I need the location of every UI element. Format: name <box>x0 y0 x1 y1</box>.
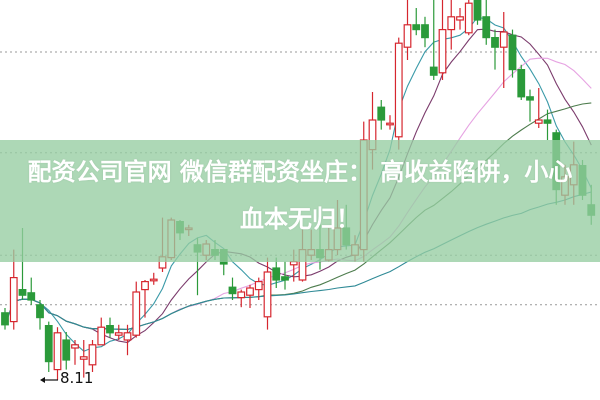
candle-body <box>246 287 254 296</box>
candle-body <box>526 96 534 101</box>
candle-body <box>1 312 9 326</box>
candle <box>386 115 394 130</box>
arrow-left-icon <box>40 377 45 383</box>
candle <box>447 0 456 50</box>
candle <box>1 308 9 330</box>
candle-body <box>534 119 543 124</box>
candle <box>456 8 464 30</box>
candle-body <box>263 271 272 318</box>
candle-body <box>421 24 429 39</box>
candle-body <box>79 356 88 360</box>
candle-body <box>9 277 18 323</box>
candle-body <box>237 291 246 299</box>
candle <box>412 8 421 36</box>
candle <box>491 29 499 70</box>
candle-body <box>456 16 464 21</box>
candle <box>421 16 429 48</box>
ma5-line <box>4 16 592 352</box>
candle <box>123 324 132 356</box>
candle-body <box>543 119 552 124</box>
candle <box>114 324 123 340</box>
candle <box>517 64 526 100</box>
candle-body <box>62 339 71 361</box>
candle-body <box>447 16 456 31</box>
candle <box>403 0 412 60</box>
candle-body <box>141 281 149 291</box>
candle-body <box>53 332 62 371</box>
candle-body <box>473 0 482 21</box>
candle-body <box>88 344 97 366</box>
candle-body <box>412 24 421 31</box>
candle <box>394 37 403 150</box>
candle <box>281 261 289 290</box>
candle <box>429 0 438 80</box>
candle <box>149 272 158 285</box>
candle-body <box>482 16 491 39</box>
candle-body <box>394 42 403 138</box>
candle-body <box>491 36 499 48</box>
candle <box>246 284 254 308</box>
candle <box>377 100 386 130</box>
candle-body <box>377 106 386 121</box>
candle <box>228 277 237 300</box>
candle-body <box>438 29 447 74</box>
candle <box>499 12 508 88</box>
candle <box>473 0 482 25</box>
candle <box>508 29 517 78</box>
candle <box>88 340 97 372</box>
candle <box>438 0 447 80</box>
candle-body <box>114 332 123 336</box>
candle-body <box>272 267 281 281</box>
candle-body <box>18 289 27 296</box>
headline-line-2: 血本无归！ <box>240 205 360 233</box>
candle-body <box>289 261 298 266</box>
candle-body <box>97 326 106 346</box>
candle-body <box>27 292 36 301</box>
candle-body <box>464 2 473 34</box>
candle-body <box>429 66 438 76</box>
candle-body <box>281 276 289 281</box>
candle-body <box>71 344 79 349</box>
candle-body <box>132 291 141 336</box>
candle <box>141 280 149 318</box>
candle <box>79 340 88 378</box>
candle-body <box>254 281 263 291</box>
candle <box>97 317 106 346</box>
low-price-label: 8.11 <box>60 369 94 387</box>
candle <box>254 277 263 300</box>
candle <box>132 281 141 338</box>
candle-body <box>44 325 53 363</box>
candle <box>272 257 281 288</box>
candle <box>534 88 543 128</box>
candle <box>482 0 491 45</box>
candle <box>543 109 552 140</box>
headline-line-1: 配资公司官网 微信群配资坐庄： 高收益陷阱，小心 <box>27 158 573 186</box>
candle <box>464 0 473 36</box>
low-marker <box>40 377 58 383</box>
candle <box>53 327 62 380</box>
candle-body <box>36 304 44 319</box>
candle <box>106 317 114 338</box>
candle-body <box>508 34 517 71</box>
candle-body <box>499 31 508 48</box>
candle-body <box>123 332 132 341</box>
candle-body <box>106 325 114 334</box>
candle <box>27 277 36 305</box>
candle-body <box>149 278 158 282</box>
candle-body <box>403 24 412 48</box>
candle <box>44 321 53 372</box>
candle <box>71 340 79 365</box>
candle-body <box>386 122 394 126</box>
candle <box>62 332 71 370</box>
candle <box>237 289 246 308</box>
headline-banner <box>0 140 600 262</box>
candle <box>526 89 534 122</box>
candle-body <box>228 286 237 295</box>
candle <box>36 300 44 330</box>
candle-body <box>517 68 526 98</box>
